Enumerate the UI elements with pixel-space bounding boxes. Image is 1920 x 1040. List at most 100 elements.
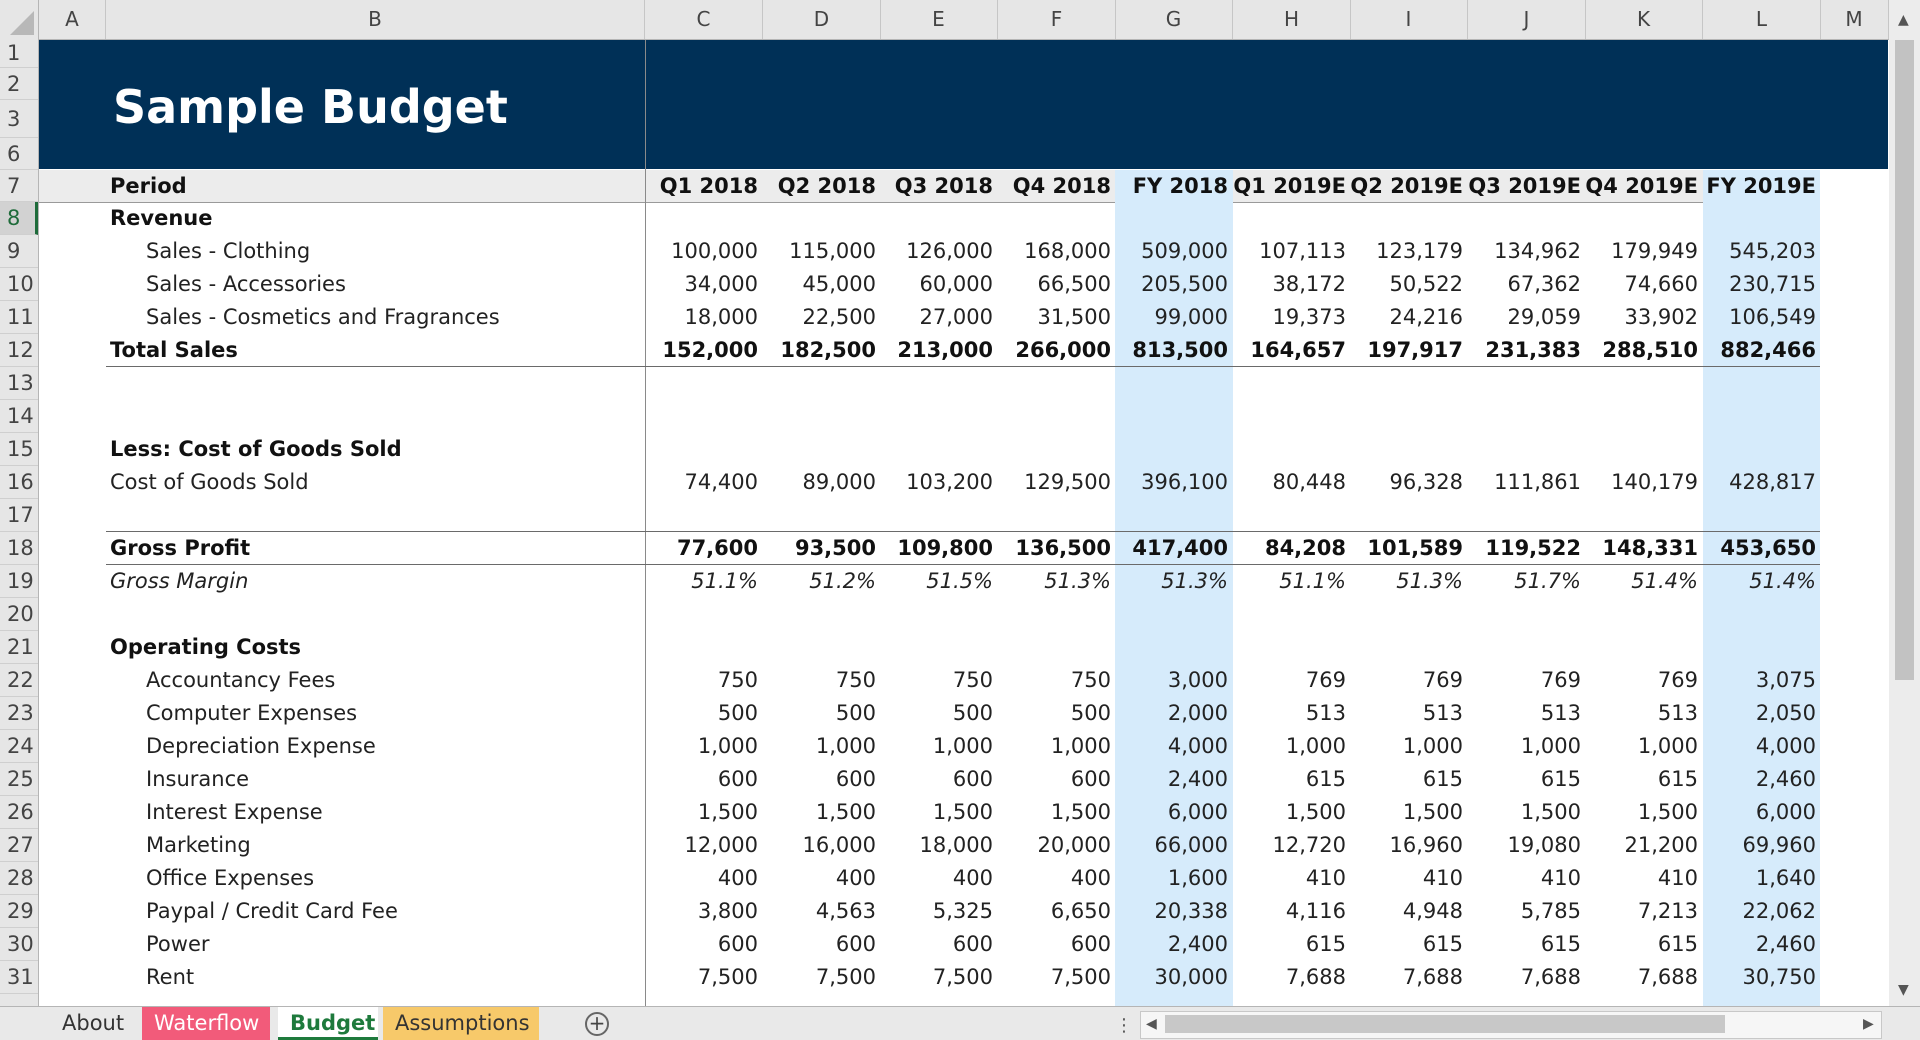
value-cell[interactable]: 288,510 (1602, 338, 1698, 362)
value-cell[interactable]: 1,640 (1755, 866, 1816, 890)
row-label[interactable]: Sales - Cosmetics and Fragrances (146, 305, 500, 329)
period-header[interactable]: Q3 2018 (894, 174, 993, 198)
value-cell[interactable]: 1,500 (1520, 800, 1581, 824)
value-cell[interactable]: 513 (1422, 701, 1463, 725)
row-header[interactable]: 19 (0, 565, 38, 598)
value-cell[interactable]: 7,688 (1637, 965, 1698, 989)
value-cell[interactable]: 123,179 (1376, 239, 1463, 263)
value-cell[interactable]: 34,000 (684, 272, 758, 296)
value-cell[interactable]: 1,500 (1285, 800, 1346, 824)
value-cell[interactable]: 136,500 (1015, 536, 1111, 560)
value-cell[interactable]: 615 (1422, 767, 1463, 791)
value-cell[interactable]: 30,000 (1154, 965, 1228, 989)
row-header[interactable]: 3 (0, 100, 38, 138)
column-header[interactable]: D (763, 0, 881, 39)
row-label[interactable]: Insurance (146, 767, 250, 791)
value-cell[interactable]: 1,000 (932, 734, 993, 758)
value-cell[interactable]: 600 (1070, 767, 1111, 791)
value-cell[interactable]: 615 (1305, 767, 1346, 791)
value-cell[interactable]: 22,062 (1742, 899, 1816, 923)
value-cell[interactable]: 5,785 (1520, 899, 1581, 923)
period-header[interactable]: Q3 2019E (1468, 174, 1581, 198)
value-cell[interactable]: 6,650 (1050, 899, 1111, 923)
value-cell[interactable]: 197,917 (1367, 338, 1463, 362)
row-label[interactable]: Computer Expenses (146, 701, 358, 725)
value-cell[interactable]: 2,460 (1755, 932, 1816, 956)
value-cell[interactable]: 813,500 (1132, 338, 1228, 362)
value-cell[interactable]: 1,000 (1402, 734, 1463, 758)
value-cell[interactable]: 20,338 (1154, 899, 1228, 923)
value-cell[interactable]: 33,902 (1624, 305, 1698, 329)
value-cell[interactable]: 7,500 (697, 965, 758, 989)
value-cell[interactable]: 66,500 (1037, 272, 1111, 296)
value-cell[interactable]: 6,000 (1167, 800, 1228, 824)
row-header[interactable]: 18 (0, 532, 38, 565)
period-header[interactable]: FY 2019E (1706, 174, 1816, 198)
tab-budget[interactable]: Budget (278, 1007, 378, 1040)
value-cell[interactable]: 19,373 (1272, 305, 1346, 329)
value-cell[interactable]: 51.5% (926, 569, 993, 593)
value-cell[interactable]: 509,000 (1141, 239, 1228, 263)
value-cell[interactable]: 400 (1070, 866, 1111, 890)
value-cell[interactable]: 7,213 (1637, 899, 1698, 923)
row-header[interactable]: 22 (0, 664, 38, 697)
value-cell[interactable]: 134,962 (1494, 239, 1581, 263)
column-header[interactable]: L (1703, 0, 1821, 39)
value-cell[interactable]: 18,000 (919, 833, 993, 857)
value-cell[interactable]: 882,466 (1720, 338, 1816, 362)
row-header[interactable]: 13 (0, 367, 38, 400)
value-cell[interactable]: 396,100 (1141, 470, 1228, 494)
value-cell[interactable]: 38,172 (1272, 272, 1346, 296)
value-cell[interactable]: 60,000 (919, 272, 993, 296)
value-cell[interactable]: 148,331 (1602, 536, 1698, 560)
value-cell[interactable]: 266,000 (1015, 338, 1111, 362)
value-cell[interactable]: 100,000 (671, 239, 758, 263)
value-cell[interactable]: 230,715 (1729, 272, 1816, 296)
value-cell[interactable]: 51.1% (1279, 569, 1346, 593)
value-cell[interactable]: 30,750 (1742, 965, 1816, 989)
row-label[interactable]: Interest Expense (146, 800, 323, 824)
row-header[interactable]: 20 (0, 598, 38, 631)
row-header[interactable]: 29 (0, 895, 38, 928)
period-header[interactable]: Q1 2018 (659, 174, 758, 198)
value-cell[interactable]: 51.2% (809, 569, 876, 593)
value-cell[interactable]: 513 (1657, 701, 1698, 725)
row-header[interactable]: 14 (0, 400, 38, 433)
value-cell[interactable]: 400 (835, 866, 876, 890)
value-cell[interactable]: 500 (952, 701, 993, 725)
value-cell[interactable]: 3,000 (1167, 668, 1228, 692)
row-header[interactable]: 8 (0, 202, 38, 235)
value-cell[interactable]: 51.1% (691, 569, 758, 593)
row-header[interactable]: 7 (0, 170, 38, 202)
row-label[interactable]: Depreciation Expense (146, 734, 376, 758)
row-header[interactable]: 21 (0, 631, 38, 664)
value-cell[interactable]: 600 (717, 767, 758, 791)
value-cell[interactable]: 107,113 (1259, 239, 1346, 263)
value-cell[interactable]: 1,500 (932, 800, 993, 824)
value-cell[interactable]: 615 (1540, 767, 1581, 791)
row-header[interactable]: 9 (0, 235, 38, 268)
value-cell[interactable]: 7,500 (815, 965, 876, 989)
value-cell[interactable]: 500 (835, 701, 876, 725)
value-cell[interactable]: 182,500 (780, 338, 876, 362)
column-header[interactable]: K (1585, 0, 1703, 39)
value-cell[interactable]: 74,400 (684, 470, 758, 494)
select-all-corner[interactable] (0, 0, 39, 39)
value-cell[interactable]: 600 (835, 932, 876, 956)
value-cell[interactable]: 77,600 (676, 536, 758, 560)
value-cell[interactable]: 453,650 (1720, 536, 1816, 560)
value-cell[interactable]: 66,000 (1154, 833, 1228, 857)
row-header[interactable]: 25 (0, 763, 38, 796)
value-cell[interactable]: 96,328 (1389, 470, 1463, 494)
row-label[interactable]: Gross Profit (110, 536, 251, 560)
row-label[interactable]: Revenue (110, 206, 213, 230)
row-label[interactable]: Accountancy Fees (146, 668, 336, 692)
value-cell[interactable]: 31,500 (1037, 305, 1111, 329)
value-cell[interactable]: 45,000 (802, 272, 876, 296)
value-cell[interactable]: 129,500 (1024, 470, 1111, 494)
value-cell[interactable]: 51.3% (1161, 569, 1228, 593)
value-cell[interactable]: 1,000 (1050, 734, 1111, 758)
value-cell[interactable]: 1,000 (1637, 734, 1698, 758)
value-cell[interactable]: 140,179 (1611, 470, 1698, 494)
